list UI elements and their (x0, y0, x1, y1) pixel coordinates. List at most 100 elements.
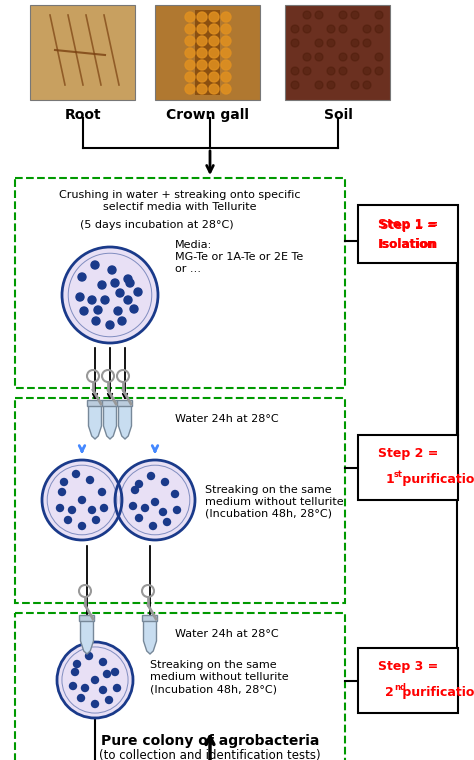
Circle shape (115, 460, 195, 540)
Circle shape (103, 670, 110, 677)
Circle shape (339, 67, 347, 75)
Circle shape (164, 518, 171, 525)
Polygon shape (89, 406, 101, 439)
Circle shape (106, 696, 112, 704)
Circle shape (89, 506, 95, 514)
Bar (30, 5, 135, 100)
Circle shape (118, 317, 126, 325)
Text: purification: purification (398, 473, 474, 486)
Circle shape (73, 660, 81, 667)
Circle shape (185, 48, 195, 58)
Circle shape (351, 11, 359, 19)
Circle shape (303, 25, 311, 33)
Polygon shape (143, 615, 157, 621)
Text: or …: or … (175, 264, 201, 274)
Circle shape (363, 67, 371, 75)
Text: Isolation: Isolation (378, 238, 438, 251)
Circle shape (221, 36, 231, 46)
Circle shape (69, 506, 75, 514)
Circle shape (58, 489, 65, 496)
Circle shape (303, 11, 311, 19)
Bar (285, 5, 390, 100)
Circle shape (99, 489, 106, 496)
Text: MG-Te or 1A-Te or 2E Te: MG-Te or 1A-Te or 2E Te (175, 252, 303, 262)
Text: Step 1 =: Step 1 = (378, 217, 438, 230)
Circle shape (86, 477, 93, 483)
Circle shape (363, 39, 371, 47)
Circle shape (100, 686, 107, 693)
Circle shape (197, 60, 207, 70)
Text: Step 3 =: Step 3 = (378, 660, 438, 673)
Polygon shape (80, 615, 94, 621)
Polygon shape (102, 400, 118, 406)
Circle shape (111, 669, 118, 676)
Circle shape (327, 81, 335, 89)
Bar (195, 10, 220, 95)
Circle shape (351, 81, 359, 89)
Text: Water 24h at 28°C: Water 24h at 28°C (175, 629, 279, 639)
Circle shape (185, 84, 195, 94)
Circle shape (351, 53, 359, 61)
Circle shape (106, 321, 114, 329)
Circle shape (73, 470, 80, 477)
Circle shape (78, 273, 86, 281)
Text: medium without tellurite: medium without tellurite (150, 672, 289, 682)
Circle shape (173, 506, 181, 514)
Circle shape (291, 67, 299, 75)
Text: st: st (394, 470, 403, 479)
Circle shape (197, 12, 207, 22)
Circle shape (197, 72, 207, 82)
Text: 2: 2 (385, 686, 394, 698)
Circle shape (315, 81, 323, 89)
Text: (5 days incubation at 28°C): (5 days incubation at 28°C) (80, 220, 234, 230)
Circle shape (351, 39, 359, 47)
Circle shape (101, 296, 109, 304)
Polygon shape (144, 621, 156, 654)
Polygon shape (88, 400, 102, 406)
Circle shape (142, 505, 148, 511)
Circle shape (315, 11, 323, 19)
Circle shape (185, 36, 195, 46)
Circle shape (111, 279, 119, 287)
Circle shape (61, 479, 67, 486)
Circle shape (185, 24, 195, 34)
Circle shape (221, 12, 231, 22)
Circle shape (303, 67, 311, 75)
Text: Crushing in water + streaking onto specific: Crushing in water + streaking onto speci… (59, 190, 301, 200)
Text: Root: Root (64, 108, 101, 122)
Circle shape (363, 81, 371, 89)
Circle shape (363, 25, 371, 33)
Circle shape (79, 523, 85, 530)
Circle shape (172, 490, 179, 498)
Circle shape (221, 72, 231, 82)
Circle shape (108, 266, 116, 274)
Polygon shape (103, 406, 117, 439)
Text: Pure colony of agrobacteria: Pure colony of agrobacteria (101, 734, 319, 748)
Circle shape (82, 685, 89, 692)
Circle shape (91, 261, 99, 269)
Text: nd: nd (394, 682, 406, 692)
Circle shape (124, 296, 132, 304)
Circle shape (315, 53, 323, 61)
Text: Streaking on the same: Streaking on the same (150, 660, 277, 670)
Circle shape (136, 515, 143, 521)
Circle shape (209, 60, 219, 70)
Circle shape (130, 305, 138, 313)
Circle shape (185, 60, 195, 70)
Circle shape (221, 24, 231, 34)
Circle shape (76, 293, 84, 301)
Circle shape (303, 53, 311, 61)
Text: Step 1 =: Step 1 = (380, 219, 437, 232)
Circle shape (136, 480, 143, 487)
Circle shape (209, 12, 219, 22)
Bar (358, 205, 458, 263)
Circle shape (209, 36, 219, 46)
Circle shape (85, 653, 92, 660)
Circle shape (64, 517, 72, 524)
Circle shape (116, 289, 124, 297)
Circle shape (129, 502, 137, 509)
Circle shape (92, 517, 100, 524)
Circle shape (197, 84, 207, 94)
Circle shape (152, 499, 158, 505)
Circle shape (79, 496, 85, 504)
